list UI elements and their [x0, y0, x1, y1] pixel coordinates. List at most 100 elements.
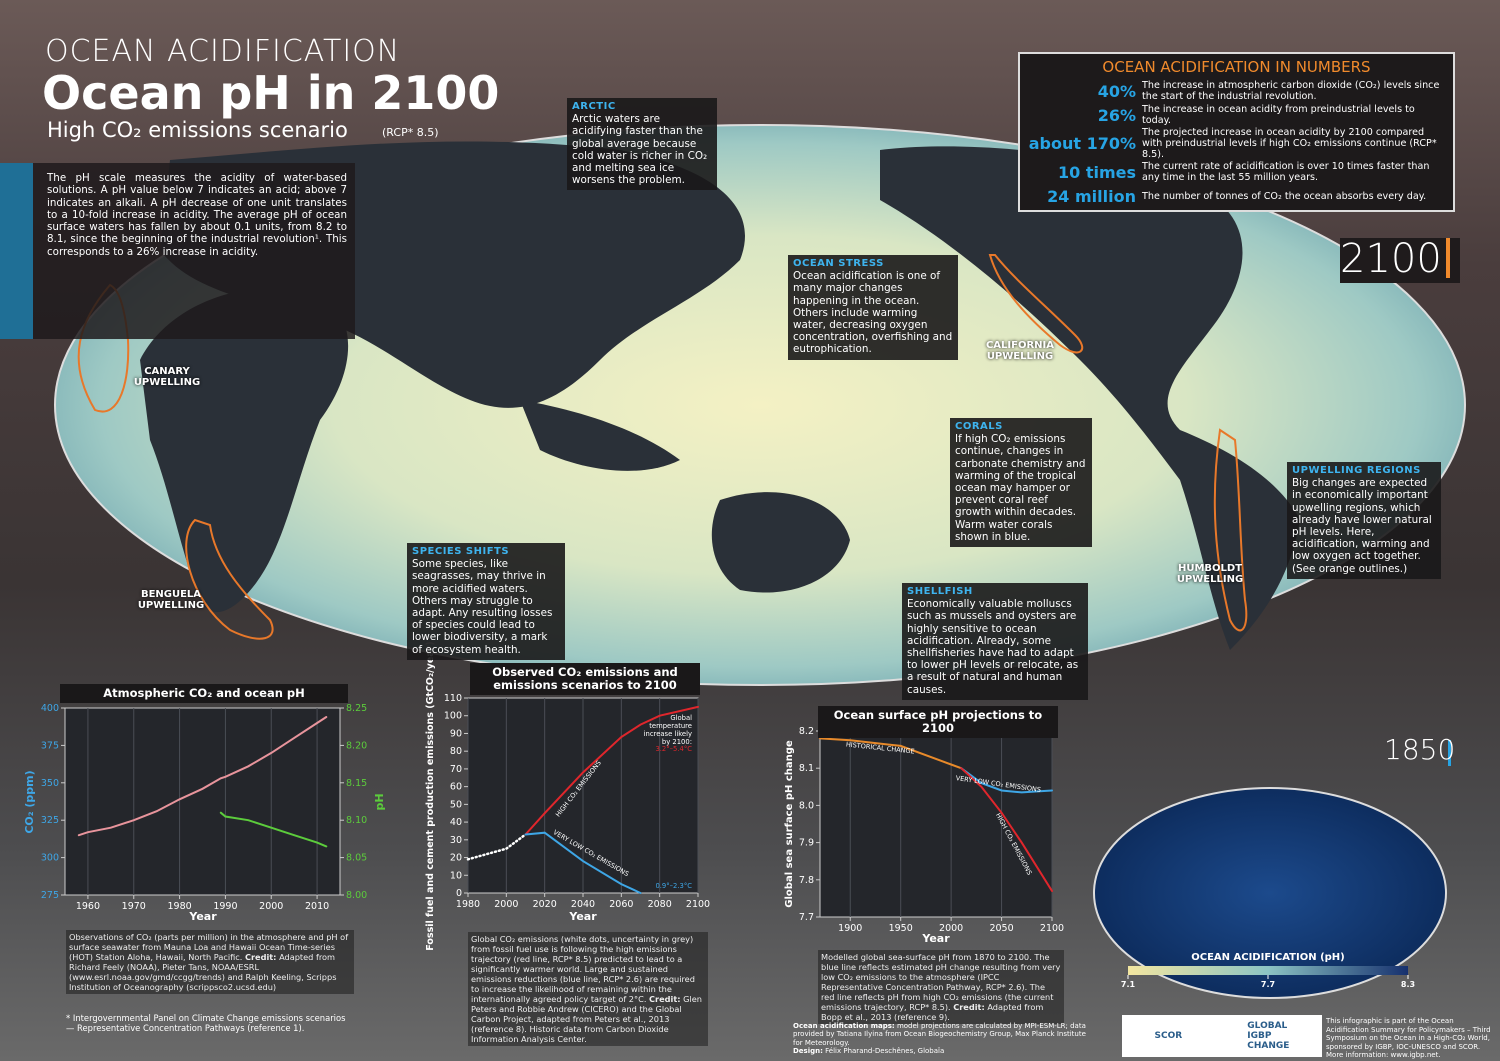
x-tick-label: 2000	[494, 899, 518, 910]
year-mark	[1448, 740, 1451, 766]
callout-text: Arctic waters are acidifying faster than…	[572, 113, 708, 187]
y2-axis-label: pH	[373, 793, 386, 810]
number-figure: 10 times	[1057, 162, 1136, 182]
x-tick-label: 2060	[609, 899, 633, 910]
chart-annotation: 3.2°–5.4°C	[655, 745, 692, 753]
map-credit: Ocean acidification maps: model projecti…	[793, 1022, 1093, 1056]
colorbar	[1128, 966, 1408, 975]
number-text: The increase in atmospheric carbon dioxi…	[1142, 80, 1440, 102]
x-tick-label: 2000	[259, 901, 283, 912]
y-tick-label: 300	[41, 853, 59, 864]
numbers-box: OCEAN ACIDIFICATION IN NUMBERS 40% The in…	[1018, 52, 1455, 212]
caption-text: Modelled global sea-surface pH from 1870…	[821, 952, 1061, 1012]
number-figure: 26%	[1097, 105, 1136, 125]
x-tick-label: 2080	[648, 899, 672, 910]
y-tick-label: 7.9	[799, 838, 814, 849]
charts: Year CO₂ (ppm) pH Year Fossil fuel and c…	[23, 641, 1064, 950]
callout: OCEAN STRESS Ocean acidification is one o…	[788, 255, 958, 360]
callout: SHELLFISH Economically valuable molluscs …	[902, 583, 1088, 700]
y-tick-label: 325	[41, 815, 59, 826]
map-label: CANARY UPWELLING	[133, 366, 201, 388]
y-tick-label: 110	[444, 693, 462, 704]
number-row: about 170% The projected increase in ocea…	[1028, 127, 1445, 160]
caption: Global CO₂ emissions (white dots, uncert…	[468, 932, 708, 1046]
credit-label: Design:	[793, 1047, 823, 1056]
y-tick-label: 7.8	[799, 875, 814, 886]
number-figure: 24 million	[1047, 186, 1136, 206]
y-axis-label: Fossil fuel and cement production emissi…	[425, 641, 436, 950]
callout-title: SHELLFISH	[907, 586, 973, 597]
plot-area	[64, 707, 341, 896]
x-tick-label: 2020	[533, 899, 557, 910]
callout-title: UPWELLING REGIONS	[1292, 465, 1421, 476]
y2-tick-label: 8.20	[346, 740, 367, 751]
y-tick-label: 90	[450, 728, 462, 739]
caption-text: Global CO₂ emissions (white dots, uncert…	[471, 934, 695, 1004]
logos: SCOR GLOBAL IGBP CHANGE	[1122, 1015, 1322, 1057]
x-tick-label: 2100	[1040, 923, 1064, 934]
x-tick-label: 2040	[571, 899, 595, 910]
y-tick-label: 375	[41, 740, 59, 751]
globe-1850	[1093, 787, 1447, 999]
y-tick-label: 100	[444, 711, 462, 722]
x-tick-label: 1980	[167, 901, 191, 912]
credit: Adapted from Bopp et al., 2013 (referenc…	[821, 1002, 1044, 1022]
y-axis-label: CO₂ (ppm)	[23, 770, 36, 833]
x-tick-label: 1970	[122, 901, 146, 912]
y-tick-label: 8.2	[799, 726, 814, 737]
y2-tick-label: 8.25	[346, 703, 367, 714]
series-line	[960, 767, 1053, 892]
callout-text: Economically valuable molluscs such as m…	[907, 598, 1079, 696]
chart-title: Observed CO₂ emissions and emissions sce…	[470, 663, 700, 695]
y2-tick-label: 8.10	[346, 815, 367, 826]
number-text: The projected increase in ocean acidity …	[1142, 127, 1437, 160]
caption: Observations of CO₂ (parts per million) …	[66, 930, 354, 994]
colorbar-tick-label: 8.3	[1401, 980, 1415, 989]
year-label: 1850	[1384, 733, 1456, 766]
plot-area	[819, 730, 1053, 918]
number-row: 26% The increase in ocean acidity from pr…	[1028, 103, 1445, 127]
series-line	[524, 705, 699, 836]
colorbar-tick-label: 7.7	[1261, 980, 1275, 989]
y2-tick-label: 8.00	[346, 890, 367, 901]
x-axis-label: Year	[188, 910, 217, 923]
number-row: 24 million The number of tonnes of CO₂ th…	[1028, 184, 1445, 208]
x-axis-label: Year	[921, 932, 950, 945]
number-figure: about 170%	[1028, 134, 1136, 153]
x-tick-label: 1980	[456, 899, 480, 910]
series-line	[219, 811, 328, 848]
chart-title: Ocean surface pH projections to 2100	[818, 706, 1058, 738]
chart-annotation: 0.9°–2.3°C	[655, 882, 692, 890]
subtitle: High CO₂ emissions scenario	[47, 118, 348, 142]
map-label: HUMBOLDT UPWELLING	[1176, 563, 1244, 585]
number-figure: 40%	[1097, 81, 1136, 101]
caption: Modelled global sea-surface pH from 1870…	[818, 950, 1064, 1024]
logo-text: GLOBAL	[1247, 1021, 1288, 1031]
callout: SPECIES SHIFTS Some species, like seagras…	[407, 543, 565, 660]
x-tick-label: 1950	[889, 923, 913, 934]
footnote: * Intergovernmental Panel on Climate Cha…	[66, 1013, 346, 1033]
y-tick-label: 275	[41, 890, 59, 901]
callout-text: Big changes are expected in economically…	[1292, 477, 1432, 575]
y-tick-label: 40	[450, 817, 462, 828]
year-label: 2100	[1340, 236, 1442, 282]
credit-label: Credit:	[649, 994, 681, 1004]
x-tick-label: 1960	[76, 901, 100, 912]
y-tick-label: 10	[450, 870, 462, 881]
title: Ocean pH in 2100	[42, 66, 500, 120]
series-line	[524, 831, 642, 894]
number-text: The increase in ocean acidity from prein…	[1142, 104, 1415, 126]
number-text: The number of tonnes of CO₂ the ocean ab…	[1142, 190, 1427, 202]
numbers-title: OCEAN ACIDIFICATION IN NUMBERS	[1102, 58, 1371, 76]
series-line	[466, 833, 527, 861]
y-tick-label: 50	[450, 799, 462, 810]
y-tick-label: 0	[456, 888, 462, 899]
logo-text: IGBP	[1247, 1031, 1272, 1041]
y-tick-label: 60	[450, 782, 462, 793]
y2-tick-label: 8.15	[346, 778, 367, 789]
logo: GLOBAL IGBP CHANGE	[1247, 1021, 1289, 1051]
chart-annotation: Global temperature increase likely by 21…	[643, 714, 692, 746]
y-tick-label: 80	[450, 746, 462, 757]
callout-title: SPECIES SHIFTS	[412, 546, 510, 557]
